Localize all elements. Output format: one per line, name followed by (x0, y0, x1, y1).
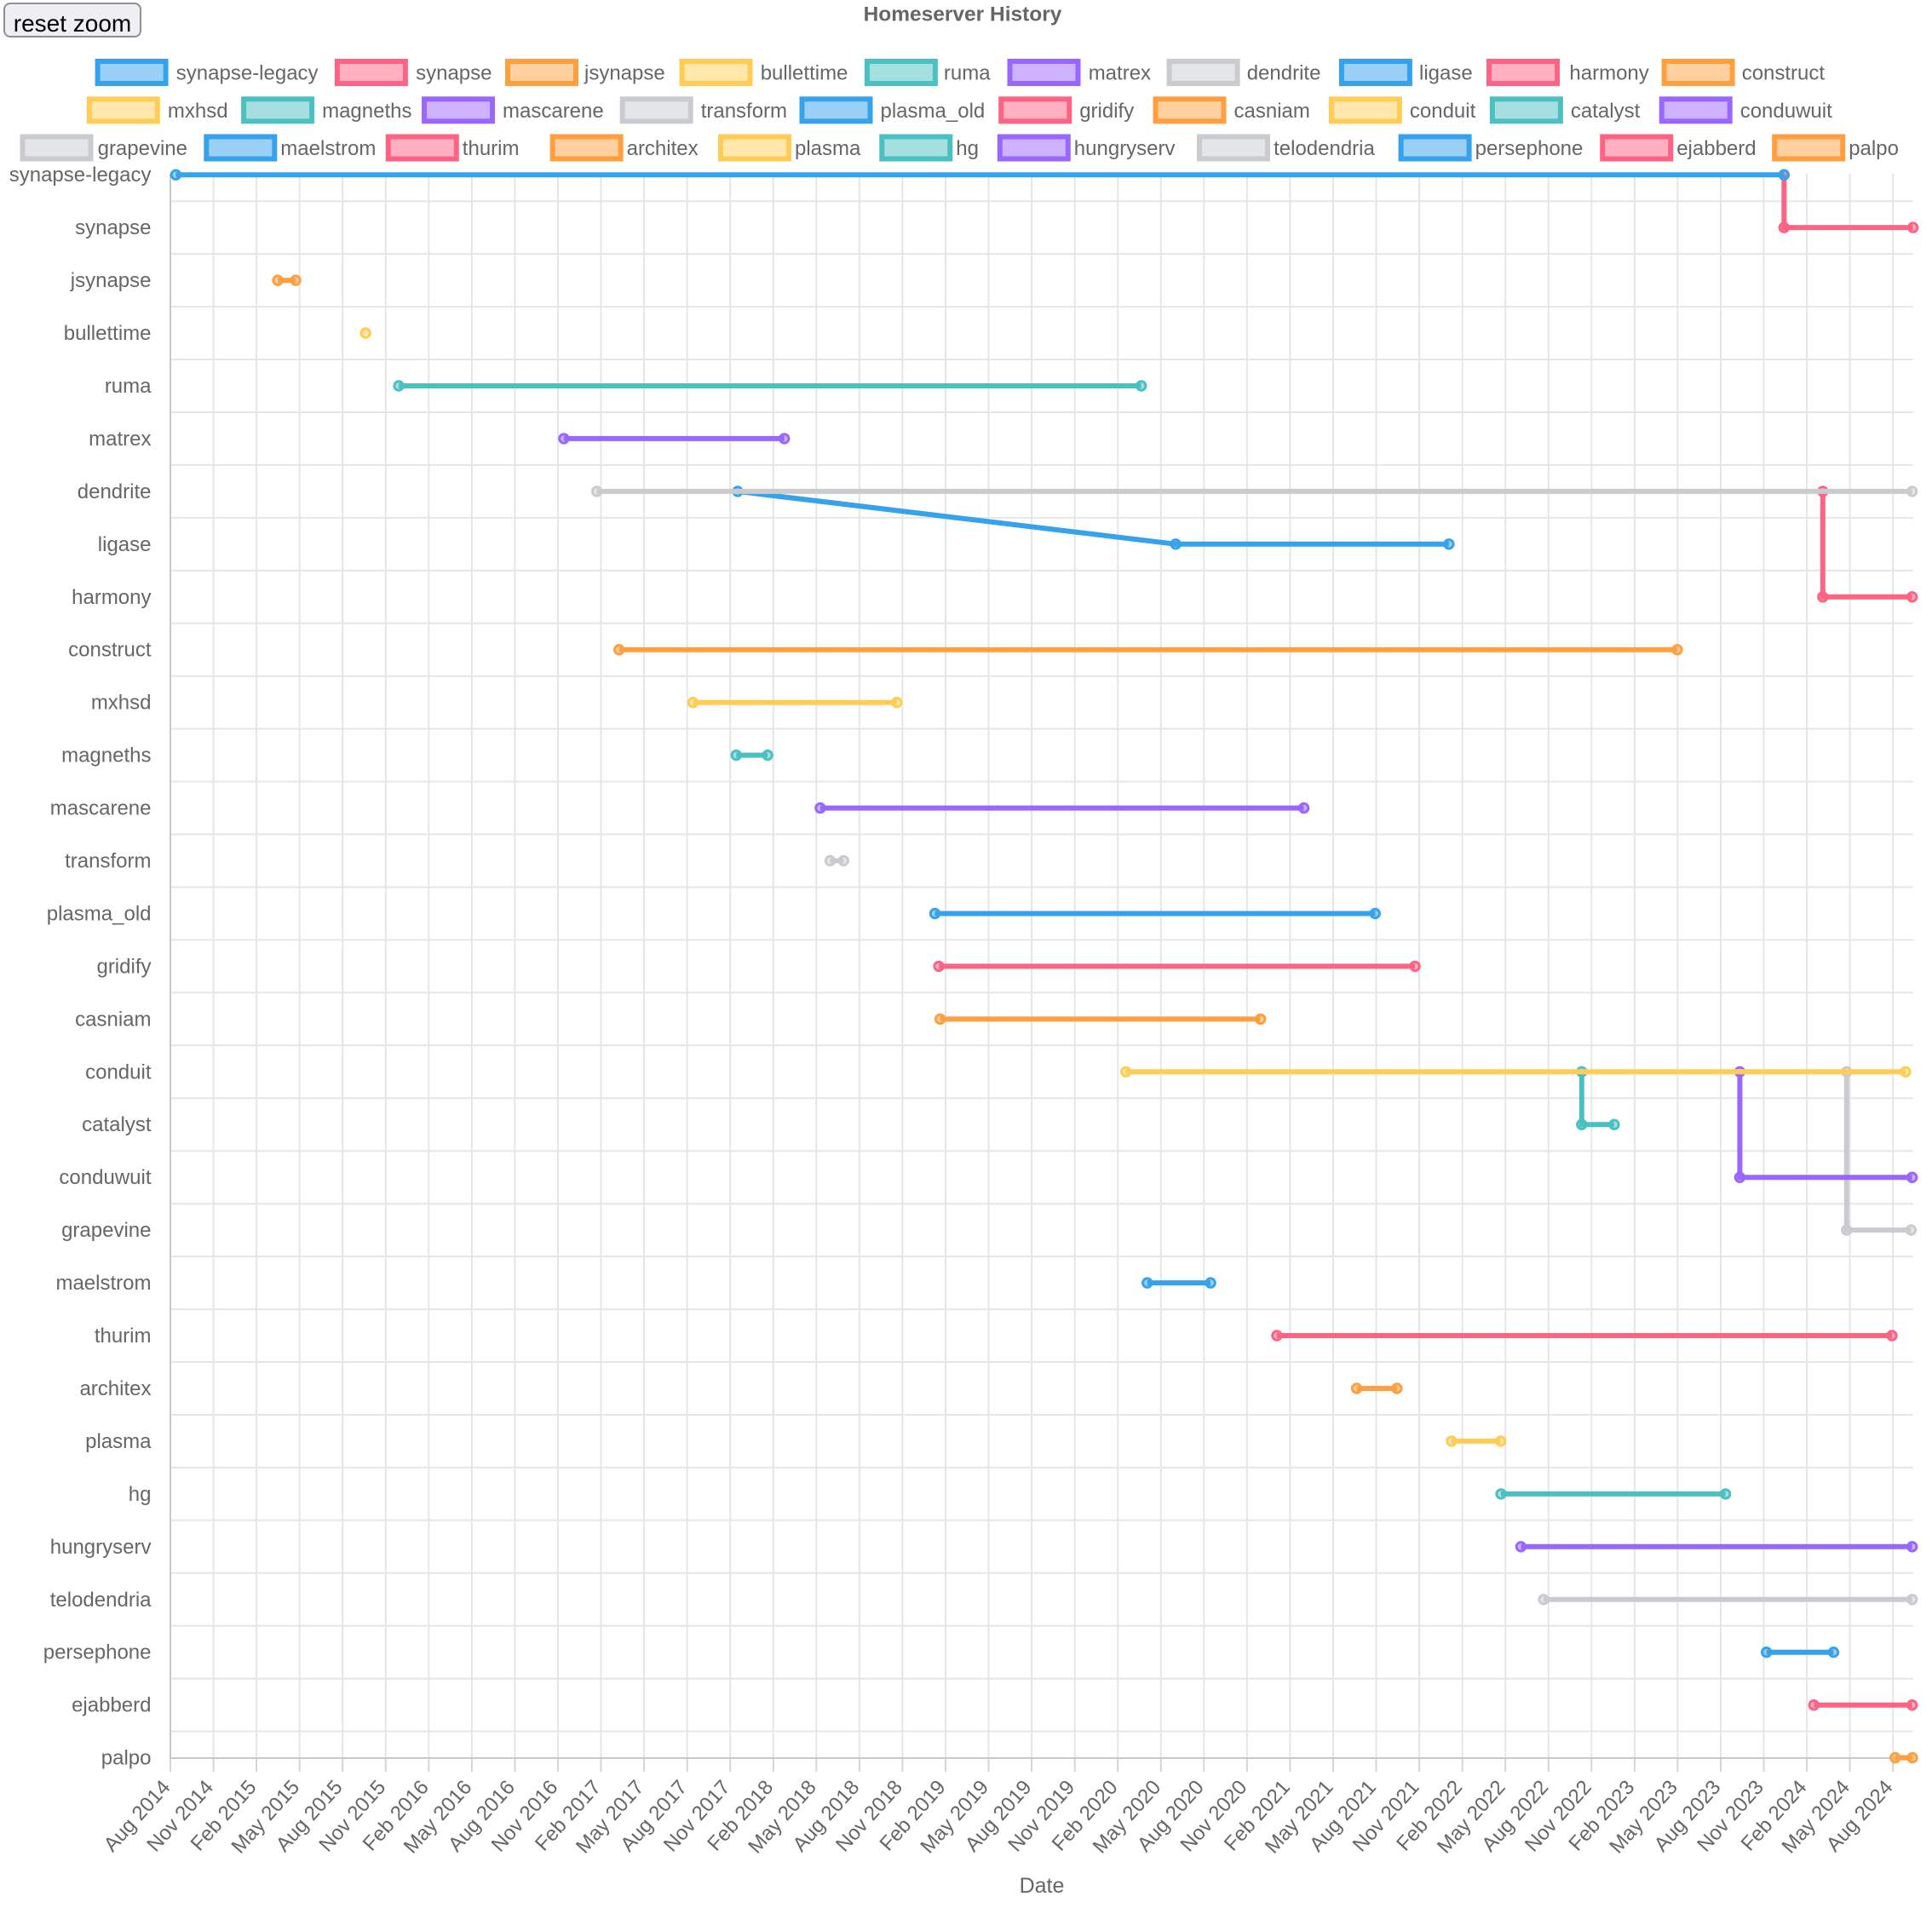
svg-text:construct: construct (1742, 62, 1826, 85)
svg-text:persephone: persephone (1475, 137, 1584, 160)
svg-text:catalyst: catalyst (82, 1113, 152, 1136)
svg-text:hungryserv: hungryserv (50, 1536, 152, 1559)
svg-text:ruma: ruma (944, 62, 991, 85)
svg-text:magneths: magneths (322, 100, 411, 123)
svg-text:harmony: harmony (1569, 62, 1648, 85)
svg-text:thurim: thurim (463, 137, 520, 160)
svg-text:gridify: gridify (1079, 100, 1134, 123)
svg-text:conduwuit: conduwuit (59, 1166, 151, 1189)
svg-text:conduit: conduit (1410, 100, 1476, 123)
svg-text:grapevine: grapevine (61, 1219, 151, 1242)
svg-text:synapse: synapse (75, 216, 151, 239)
svg-text:Date: Date (1020, 1874, 1065, 1898)
svg-text:dendrite: dendrite (1247, 62, 1321, 85)
svg-text:ligase: ligase (1419, 62, 1473, 85)
svg-text:plasma: plasma (795, 137, 861, 160)
svg-text:ruma: ruma (105, 375, 152, 398)
svg-text:dendrite: dendrite (78, 480, 152, 503)
svg-text:matrex: matrex (1089, 62, 1151, 85)
svg-text:matrex: matrex (89, 428, 151, 451)
svg-text:synapse-legacy: synapse-legacy (9, 164, 152, 187)
svg-text:conduwuit: conduwuit (1740, 100, 1832, 123)
svg-text:transform: transform (701, 100, 787, 123)
svg-text:ejabberd: ejabberd (1676, 137, 1756, 160)
svg-text:plasma_old: plasma_old (881, 100, 986, 123)
svg-text:grapevine: grapevine (98, 137, 187, 160)
svg-text:Homeserver History: Homeserver History (864, 3, 1062, 26)
svg-text:ligase: ligase (98, 533, 152, 556)
svg-text:maelstrom: maelstrom (280, 137, 376, 160)
svg-text:construct: construct (68, 639, 152, 662)
svg-text:persephone: persephone (43, 1641, 152, 1664)
svg-text:palpo: palpo (1849, 137, 1899, 160)
svg-text:harmony: harmony (72, 586, 151, 609)
svg-text:plasma_old: plasma_old (47, 903, 152, 926)
svg-text:telodendria: telodendria (1274, 137, 1375, 160)
svg-text:jsynapse: jsynapse (584, 62, 665, 85)
svg-text:magneths: magneths (61, 744, 151, 767)
svg-text:catalyst: catalyst (1571, 100, 1641, 123)
svg-text:mxhsd: mxhsd (168, 100, 228, 123)
svg-text:architex: architex (627, 137, 699, 160)
svg-text:synapse-legacy: synapse-legacy (176, 62, 319, 85)
svg-text:thurim: thurim (95, 1325, 152, 1348)
svg-text:palpo: palpo (101, 1747, 152, 1770)
svg-text:bullettime: bullettime (64, 322, 152, 345)
svg-text:gridify: gridify (96, 955, 151, 978)
svg-text:mascarene: mascarene (50, 797, 152, 820)
svg-text:plasma: plasma (85, 1430, 152, 1453)
svg-text:maelstrom: maelstrom (55, 1272, 151, 1295)
svg-text:hungryserv: hungryserv (1074, 137, 1176, 160)
svg-text:jsynapse: jsynapse (70, 269, 152, 292)
svg-text:synapse: synapse (416, 62, 492, 85)
svg-text:architex: architex (79, 1377, 151, 1400)
svg-text:hg: hg (129, 1483, 152, 1506)
svg-text:bullettime: bullettime (761, 62, 848, 85)
svg-text:casniam: casniam (75, 1008, 151, 1031)
svg-text:conduit: conduit (85, 1060, 152, 1083)
svg-text:casniam: casniam (1234, 100, 1310, 123)
svg-text:telodendria: telodendria (50, 1589, 152, 1612)
svg-text:hg: hg (956, 137, 979, 160)
svg-text:transform: transform (65, 850, 151, 873)
svg-text:ejabberd: ejabberd (72, 1694, 151, 1717)
svg-text:mascarene: mascarene (503, 100, 604, 123)
svg-text:mxhsd: mxhsd (91, 692, 152, 715)
